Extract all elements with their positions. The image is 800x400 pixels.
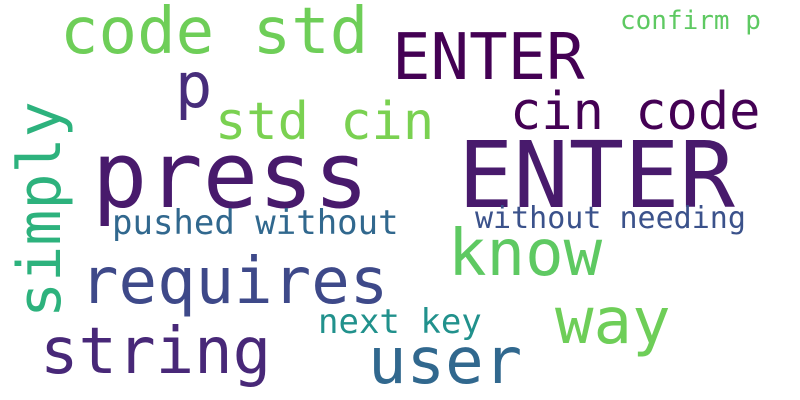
word-pushed-without: pushed without	[112, 203, 399, 243]
word-user: user	[368, 325, 523, 399]
word-cin-code: cin code	[510, 82, 761, 142]
word-way: way	[555, 285, 671, 359]
word-without-needing: without needing	[475, 201, 746, 236]
word-requires: requires	[80, 245, 389, 319]
word-code-std: code std	[60, 0, 369, 69]
word-simply: simply	[5, 101, 75, 318]
word-enter-large: ENTER	[458, 122, 735, 229]
word-know: know	[448, 217, 603, 291]
word-press: press	[92, 122, 369, 229]
word-p: p	[175, 49, 213, 122]
word-string: string	[40, 315, 272, 389]
word-confirm-p: confirm p	[620, 6, 761, 36]
word-std-cin: std cin	[215, 92, 435, 152]
word-enter-top: ENTER	[392, 21, 585, 95]
word-next-key: next key	[318, 302, 482, 342]
